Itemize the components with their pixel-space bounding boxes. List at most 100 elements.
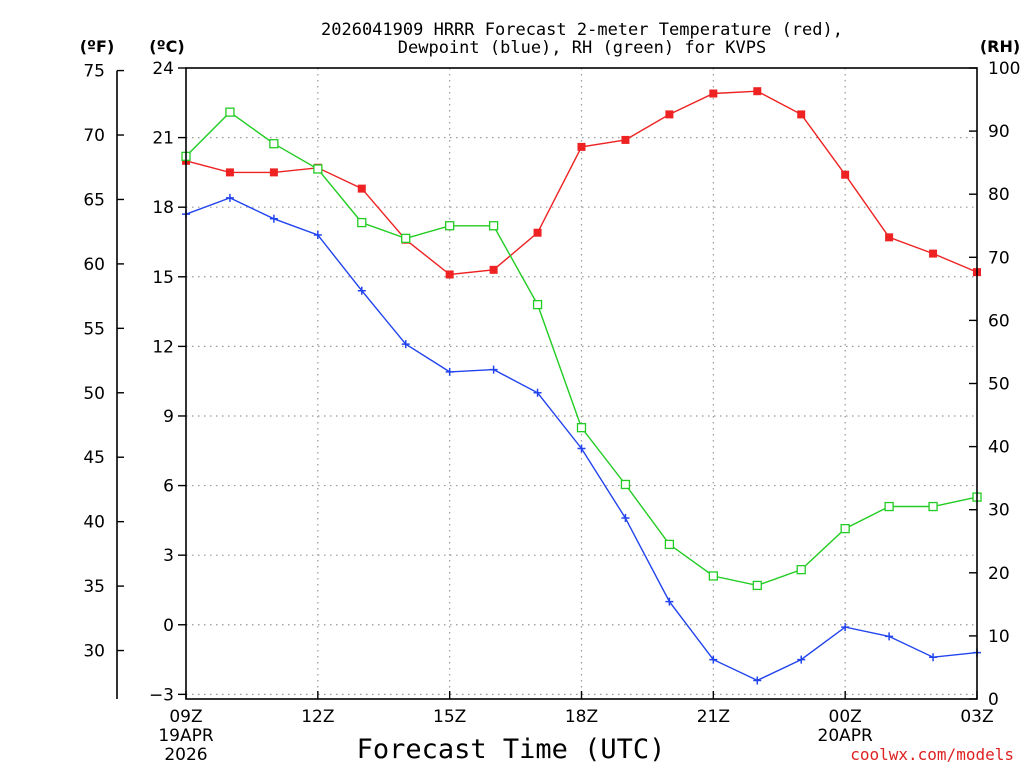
watermark: coolwx.com/models <box>850 745 1014 764</box>
fahrenheit-unit-label: (ºF) <box>80 37 115 56</box>
temperature-point <box>885 233 894 242</box>
x-tick-date-label: 20APR <box>818 726 874 746</box>
dewpoint-point <box>753 676 762 685</box>
rh-tick-label: 60 <box>988 311 1010 331</box>
dewpoint-point <box>577 444 586 453</box>
x-tick-label: 18Z <box>565 707 598 727</box>
temperature-point <box>269 168 278 177</box>
dewpoint-point <box>929 653 938 662</box>
rh-point <box>620 479 631 490</box>
fahrenheit-tick-label: 35 <box>83 577 105 597</box>
rh-tick-label: 0 <box>988 690 999 710</box>
series-layer <box>181 87 982 685</box>
temperature-point <box>753 87 762 96</box>
rh-point <box>664 539 675 550</box>
temperature-point <box>357 184 366 193</box>
rh-tick-label: 100 <box>988 59 1020 79</box>
fahrenheit-tick-label: 30 <box>83 642 105 662</box>
rh-unit-label: (RH) <box>980 37 1020 56</box>
fahrenheit-tick-label: 45 <box>83 448 105 468</box>
rh-point <box>445 221 455 231</box>
temperature-point <box>665 110 674 119</box>
dewpoint-point <box>885 632 894 641</box>
celsius-tick-label: 24 <box>152 59 174 79</box>
x-tick-label: 09Z <box>169 707 202 727</box>
dewpoint-point <box>621 514 630 523</box>
celsius-unit-label: (ºC) <box>149 37 184 56</box>
dewpoint-point <box>841 623 850 632</box>
x-tick-label: 21Z <box>697 707 730 727</box>
rh-tick-label: 30 <box>988 501 1010 521</box>
rh-point <box>357 217 367 228</box>
dewpoint-point <box>709 655 718 664</box>
temperature-point <box>533 228 542 237</box>
dewpoint-point <box>357 286 366 295</box>
temperature-point <box>929 249 938 258</box>
dewpoint-point <box>489 365 498 374</box>
rh-point <box>401 233 411 244</box>
rh-point <box>928 501 938 512</box>
rh-point <box>269 139 279 149</box>
temperature-point <box>621 135 630 144</box>
rh-tick-label: 10 <box>988 627 1010 647</box>
rh-point <box>532 299 543 310</box>
x-tick-label: 15Z <box>433 707 466 727</box>
rh-tick-label: 80 <box>988 185 1010 205</box>
rh-tick-label: 70 <box>988 248 1010 268</box>
fahrenheit-tick-label: 55 <box>83 319 105 339</box>
fahrenheit-tick-label: 65 <box>83 190 105 210</box>
temperature-point <box>709 89 718 98</box>
fahrenheit-tick-label: 50 <box>83 384 105 404</box>
axes-layer: 24211815129630−3757065605550454035301009… <box>83 59 1020 765</box>
temperature-point <box>797 110 806 119</box>
celsius-tick-label: 3 <box>163 546 174 566</box>
temperature-point <box>841 170 850 179</box>
temperature-point <box>489 265 498 274</box>
x-tick-label: 12Z <box>301 707 334 727</box>
rh-point <box>225 107 235 117</box>
fahrenheit-tick-label: 40 <box>83 513 105 533</box>
dewpoint-point <box>797 655 806 664</box>
fahrenheit-tick-label: 75 <box>83 62 105 82</box>
dewpoint-point <box>269 214 278 223</box>
chart-title-line1: 2026041909 HRRR Forecast 2-meter Tempera… <box>321 20 843 40</box>
x-tick-year-label: 2026 <box>164 745 207 765</box>
rh-tick-label: 50 <box>988 375 1010 395</box>
dewpoint-point <box>533 388 542 397</box>
rh-point <box>708 571 718 581</box>
celsius-tick-label: 15 <box>152 268 174 288</box>
rh-point <box>796 564 806 575</box>
dewpoint-point <box>313 231 322 240</box>
rh-point <box>576 423 587 433</box>
celsius-tick-label: −3 <box>149 685 174 705</box>
rh-point <box>752 580 762 591</box>
temperature-point <box>445 270 454 279</box>
celsius-tick-label: 18 <box>152 198 174 218</box>
celsius-tick-label: 6 <box>163 477 174 497</box>
dewpoint-point <box>225 193 234 202</box>
x-tick-label: 00Z <box>829 707 862 727</box>
celsius-tick-label: 9 <box>163 407 174 427</box>
fahrenheit-tick-label: 60 <box>83 255 105 275</box>
rh-point <box>840 523 850 534</box>
temperature-point <box>577 142 586 151</box>
celsius-tick-label: 12 <box>152 337 174 357</box>
rh-tick-label: 40 <box>988 438 1010 458</box>
temperature-point <box>225 168 234 177</box>
rh-point <box>488 221 499 231</box>
rh-point <box>884 501 894 512</box>
dewpoint-point <box>665 597 674 606</box>
dewpoint-point <box>401 340 410 349</box>
celsius-tick-label: 0 <box>163 616 174 636</box>
rh-point <box>313 164 323 174</box>
plot-frame <box>185 67 978 700</box>
x-tick-label: 03Z <box>960 707 993 727</box>
dewpoint-point <box>445 367 454 376</box>
fahrenheit-tick-label: 70 <box>83 126 105 146</box>
rh-tick-label: 90 <box>988 122 1010 142</box>
rh-tick-label: 20 <box>988 564 1010 584</box>
grid-lines <box>186 68 977 699</box>
rh-series <box>181 107 982 591</box>
